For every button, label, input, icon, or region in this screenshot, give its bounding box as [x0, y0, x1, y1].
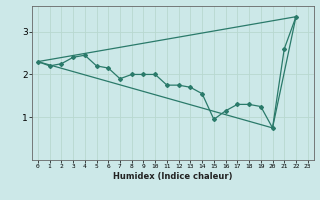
X-axis label: Humidex (Indice chaleur): Humidex (Indice chaleur) — [113, 172, 233, 181]
